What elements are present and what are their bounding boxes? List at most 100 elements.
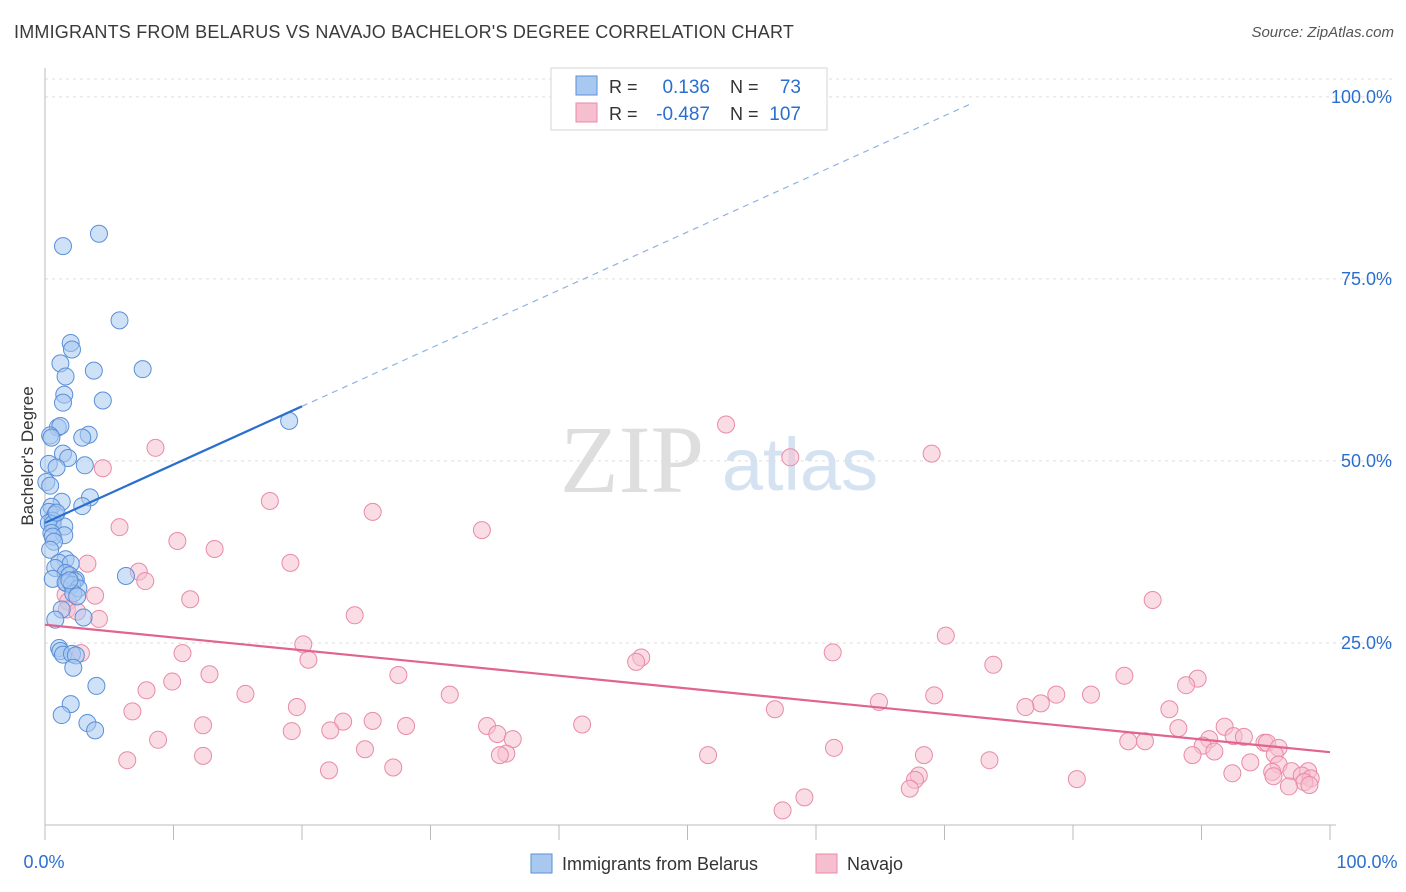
navajo-point: [89, 609, 108, 628]
y-axis-label: Bachelor's Degree: [18, 386, 37, 525]
x-axis-ticks: [44, 825, 1331, 840]
belarus-point: [116, 566, 135, 585]
navajo-point: [287, 698, 306, 717]
chart-title: IMMIGRANTS FROM BELARUS VS NAVAJO BACHEL…: [14, 22, 795, 42]
y-axis-tick-labels: 25.0% 50.0% 75.0% 100.0%: [1331, 87, 1392, 653]
belarus-point: [53, 237, 72, 256]
navajo-point: [110, 518, 129, 537]
navajo-point: [699, 746, 718, 765]
navajo-point: [389, 666, 408, 684]
navajo-point: [363, 711, 382, 730]
navajo-point: [795, 788, 814, 807]
legend: R = 0.136 N = 73 R = -0.487 N = 107: [550, 67, 828, 131]
navajo-point: [922, 444, 941, 463]
navajo-point: [123, 702, 142, 721]
navajo-point: [163, 672, 182, 691]
belarus-point: [86, 721, 105, 740]
belarus-point: [89, 224, 108, 243]
navajo-point: [334, 712, 353, 731]
navajo-point: [397, 716, 416, 735]
belarus-point: [62, 340, 81, 359]
navajo-point: [194, 716, 213, 735]
legend-r-label-belarus: R =: [609, 77, 638, 97]
navajo-point: [173, 644, 192, 663]
trend-line-navajo: [44, 623, 1331, 754]
navajo-point: [78, 554, 97, 573]
legend-r-label-navajo: R =: [609, 104, 638, 124]
navajo-point: [319, 761, 338, 780]
trend-lines: [44, 103, 1331, 754]
navajo-point: [1031, 694, 1050, 713]
y-tick-label: 50.0%: [1341, 451, 1392, 471]
x-tick-label-max: 100.0%: [1336, 852, 1397, 872]
navajo-point: [1234, 727, 1253, 746]
navajo-point: [1143, 591, 1162, 609]
navajo-point: [282, 722, 301, 741]
navajo-point: [823, 643, 842, 662]
belarus-point: [68, 587, 87, 606]
navajo-point: [1160, 700, 1179, 719]
source-credit: Source: ZipAtlas.com: [1251, 24, 1394, 41]
navajo-point: [1300, 775, 1319, 794]
belarus-point: [64, 658, 83, 677]
navajo-point: [384, 758, 403, 777]
legend-r-value-navajo: -0.487: [656, 104, 710, 125]
navajo-point: [345, 606, 364, 625]
y-tick-label: 75.0%: [1341, 269, 1392, 289]
legend-swatch-belarus: [575, 75, 598, 96]
legend-swatch-navajo: [575, 102, 598, 123]
navajo-point: [363, 502, 382, 521]
belarus-points: [37, 224, 299, 740]
navajo-point: [1119, 732, 1138, 751]
series-legend-swatch-navajo: [815, 853, 838, 874]
navajo-point: [281, 553, 300, 572]
navajo-point: [472, 521, 491, 540]
navajo-point: [146, 438, 165, 457]
navajo-point: [1115, 666, 1134, 685]
x-tick-label-min: 0.0%: [23, 852, 64, 872]
belarus-point: [53, 393, 72, 412]
belarus-point: [56, 367, 75, 386]
navajo-point: [1016, 698, 1035, 717]
navajo-point: [181, 590, 200, 609]
navajo-point: [984, 655, 1003, 674]
navajo-point: [149, 730, 168, 749]
gridlines: [45, 78, 1392, 644]
navajo-point: [773, 801, 792, 820]
navajo-point: [321, 721, 340, 740]
navajo-point: [925, 686, 944, 705]
belarus-point: [52, 706, 71, 725]
belarus-point: [47, 458, 66, 477]
navajo-point: [1205, 742, 1224, 761]
navajo-point: [490, 746, 509, 765]
navajo-point: [765, 700, 784, 719]
belarus-point: [74, 608, 93, 627]
trend-line-belarus: [44, 405, 303, 524]
navajo-points: [56, 415, 1320, 820]
navajo-point: [824, 738, 843, 757]
navajo-point: [86, 586, 105, 605]
navajo-point: [1047, 685, 1066, 704]
navajo-point: [205, 540, 224, 559]
y-tick-label: 25.0%: [1341, 633, 1392, 653]
navajo-point: [440, 685, 459, 704]
navajo-point: [1183, 746, 1202, 765]
navajo-point: [1241, 753, 1260, 772]
legend-r-value-belarus: 0.136: [662, 77, 710, 98]
navajo-point: [137, 681, 156, 700]
watermark-zip: ZIP: [560, 406, 704, 513]
belarus-point: [46, 610, 65, 629]
legend-n-value-navajo: 107: [769, 104, 801, 125]
navajo-point: [136, 572, 155, 591]
navajo-point: [355, 740, 374, 759]
belarus-point: [93, 391, 112, 410]
navajo-point: [980, 751, 999, 770]
navajo-point: [781, 448, 800, 467]
belarus-point: [110, 311, 129, 330]
axes: [44, 68, 1336, 826]
series-legend-label-navajo: Navajo: [847, 854, 903, 874]
navajo-point: [488, 724, 507, 743]
legend-n-label-belarus: N =: [730, 77, 759, 97]
belarus-point: [60, 571, 79, 590]
